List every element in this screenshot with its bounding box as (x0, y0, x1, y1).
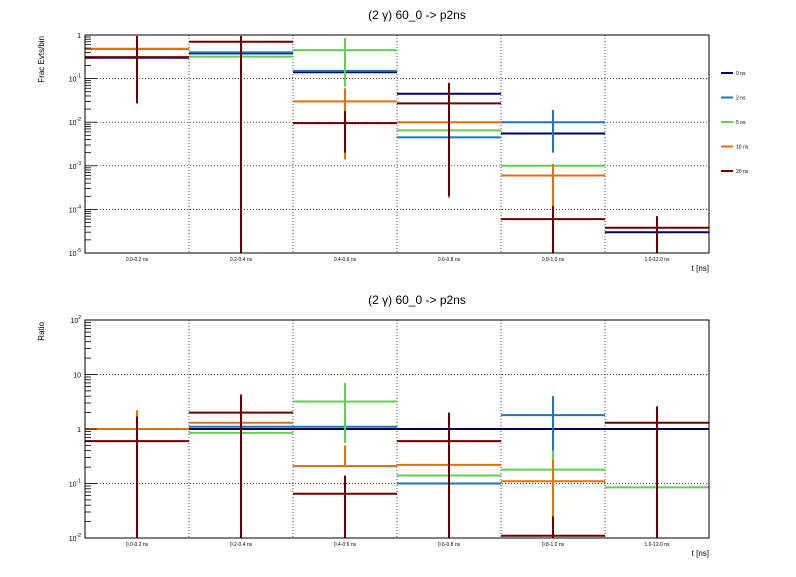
y-tick-label: 102 (70, 315, 81, 325)
y-tick-label: 1 (77, 33, 81, 40)
top-plot-marks (85, 35, 709, 253)
bottom-chart-title: (2 γ) 60_0 -> p2ns (368, 293, 466, 307)
legend-label: 10 ns (736, 145, 749, 151)
category-label: 0.0-0.2 ns (126, 542, 149, 548)
legend: 0 ns 2 ns 5 ns 10 ns 20 ns (721, 71, 749, 175)
bottom-panel: (2 γ) 60_0 -> p2ns Ratio t [ns] 10-2 10-1… (37, 293, 710, 558)
category-label: 0.6-0.8 ns (438, 542, 461, 548)
y-tick-label: 10-1 (69, 479, 81, 489)
category-label: 0.8-1.0 ns (542, 257, 565, 263)
category-label: 0.0-0.2 ns (126, 257, 149, 263)
top-panel: (2 γ) 60_0 -> p2ns Frac Evts/bin t [ns] … (37, 8, 710, 273)
y-tick-label: 10-5 (69, 248, 81, 258)
category-label: 0.2-0.4 ns (230, 542, 253, 548)
bottom-y-axis-label: Ratio (37, 321, 46, 340)
legend-label: 5 ns (736, 120, 746, 126)
top-y-axis-label: Frac Evts/bin (37, 36, 46, 83)
category-label: 1.0-12.0 ns (644, 542, 670, 548)
y-tick-label: 10-1 (69, 74, 81, 84)
y-tick-label: 10-3 (69, 161, 81, 171)
y-tick-label: 1 (77, 427, 81, 434)
legend-label: 20 ns (736, 169, 749, 175)
legend-label: 2 ns (736, 96, 746, 102)
top-x-axis-label: t [ns] (692, 264, 709, 273)
y-tick-label: 10-2 (69, 117, 81, 127)
bottom-y-ticks: 10-2 10-1 1 10 102 (69, 315, 97, 543)
y-tick-label: 10-4 (69, 204, 81, 214)
category-label: 0.8-1.0 ns (542, 542, 565, 548)
bottom-x-axis-label: t [ns] (692, 549, 709, 558)
category-label: 0.2-0.4 ns (230, 257, 253, 263)
top-chart-title: (2 γ) 60_0 -> p2ns (368, 8, 466, 22)
category-label: 0.4-0.6 ns (334, 257, 357, 263)
bottom-category-labels: 0.0-0.2 ns 0.2-0.4 ns 0.4-0.6 ns 0.6-0.8 ns… (126, 542, 670, 548)
top-category-labels: 0.0-0.2 ns 0.2-0.4 ns 0.4-0.6 ns 0.6-0.8 ns… (126, 257, 670, 263)
y-tick-label: 10 (73, 373, 81, 380)
legend-label: 0 ns (736, 71, 746, 77)
y-tick-label: 10-2 (69, 533, 81, 543)
top-y-ticks: 10-5 10-4 10-3 10-2 10-1 1 (69, 33, 97, 258)
top-plot-frame (84, 34, 710, 254)
category-label: 0.4-0.6 ns (334, 542, 357, 548)
category-label: 1.0-12.0 ns (644, 257, 670, 263)
category-label: 0.6-0.8 ns (438, 257, 461, 263)
bottom-plot-marks (85, 382, 709, 538)
